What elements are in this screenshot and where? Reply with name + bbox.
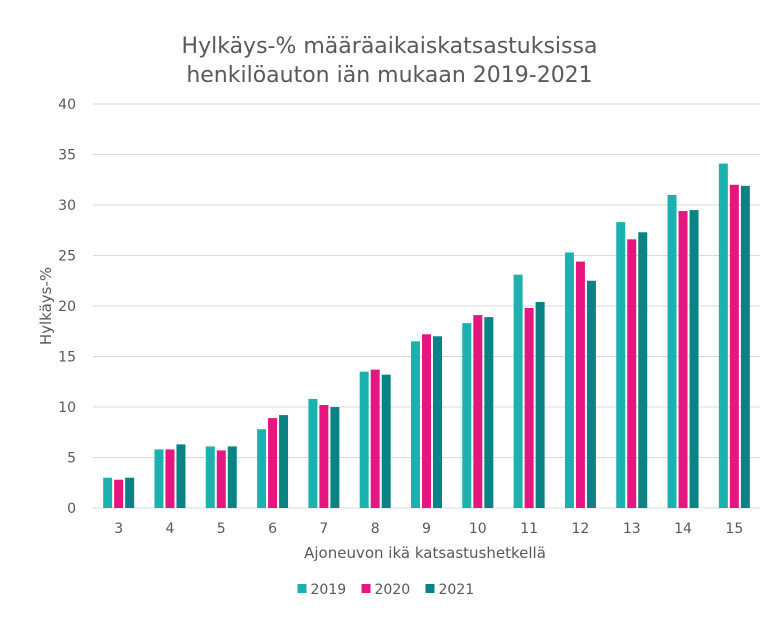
bar-2020-5	[216, 450, 226, 508]
x-axis-label: Ajoneuvon ikä katsastushetkellä	[304, 544, 546, 562]
legend-label-2021: 2021	[439, 582, 475, 598]
bar-2021-11	[535, 301, 545, 508]
x-tick-label: 13	[623, 521, 641, 537]
y-tick-label: 10	[58, 400, 76, 416]
bar-2020-10	[473, 315, 483, 508]
chart-title-line-2: henkilöauton iän mukaan 2019-2021	[186, 63, 592, 88]
y-tick-label: 35	[58, 148, 76, 164]
legend: 2019 2020 2021	[297, 582, 475, 598]
x-tick-label: 8	[371, 521, 380, 537]
bar-2019-14	[667, 194, 677, 508]
y-axis-ticks: 0 5 10 15 20 25 30 35 40	[58, 97, 76, 517]
x-tick-label: 7	[319, 521, 328, 537]
x-tick-label: 14	[674, 521, 692, 537]
bar-2021-4	[176, 444, 186, 508]
x-tick-label: 10	[469, 521, 487, 537]
bar-2021-3	[125, 477, 135, 508]
legend-label-2019: 2019	[311, 582, 347, 598]
x-tick-label: 3	[114, 521, 123, 537]
bar-2020-14	[678, 211, 688, 508]
bar-2019-5	[205, 446, 215, 508]
bar-2020-9	[422, 334, 431, 508]
bar-2020-8	[370, 369, 380, 508]
bar-2021-8	[381, 374, 391, 508]
bars	[103, 163, 750, 509]
bar-2019-7	[308, 398, 318, 508]
bar-2021-12	[586, 280, 596, 508]
x-tick-label: 6	[268, 521, 277, 537]
legend-swatch-2020	[361, 584, 371, 593]
bar-2021-9	[433, 336, 442, 508]
x-tick-label: 5	[217, 521, 226, 537]
legend-swatch-2021	[425, 584, 435, 593]
y-tick-label: 5	[67, 451, 76, 467]
y-tick-label: 0	[67, 501, 76, 517]
legend-label-2020: 2020	[375, 582, 411, 598]
bar-2019-12	[564, 252, 574, 508]
bar-2021-14	[689, 210, 699, 509]
bar-2019-3	[103, 477, 113, 508]
x-tick-label: 4	[166, 521, 175, 537]
bar-2019-15	[718, 163, 728, 508]
bar-2019-11	[513, 274, 523, 508]
bar-2021-13	[638, 232, 648, 508]
y-tick-label: 30	[58, 198, 76, 214]
bar-2021-5	[227, 446, 237, 508]
bar-2020-12	[575, 261, 585, 508]
x-tick-label: 12	[572, 521, 590, 537]
bar-2019-13	[616, 222, 626, 509]
y-tick-label: 25	[58, 249, 76, 265]
bar-2020-4	[165, 449, 175, 508]
y-tick-label: 40	[58, 97, 76, 113]
bar-2021-6	[279, 415, 289, 508]
y-tick-label: 15	[58, 350, 76, 366]
legend-swatch-2019	[297, 584, 307, 593]
bar-2020-3	[114, 479, 124, 508]
bar-2020-11	[524, 308, 534, 508]
x-tick-label: 9	[422, 521, 431, 537]
bar-2021-10	[484, 317, 494, 508]
x-tick-label: 11	[520, 521, 538, 537]
bar-2021-7	[330, 407, 340, 508]
bar-2020-13	[627, 239, 637, 508]
y-tick-label: 20	[58, 299, 76, 315]
bar-2021-15	[740, 185, 750, 508]
bar-2020-7	[319, 404, 329, 508]
chart-title-line-1: Hylkäys-% määräaikaiskatsastuksissa	[182, 34, 598, 59]
bar-2019-4	[154, 449, 164, 508]
x-tick-label: 15	[725, 521, 743, 537]
bar-2019-10	[462, 323, 472, 508]
x-axis-ticks: 3 4 5 6 7 8 9 10 11 12 13 14 15	[114, 521, 743, 537]
bar-2019-6	[257, 429, 267, 508]
bar-2019-8	[359, 371, 369, 508]
bar-2020-6	[268, 418, 278, 508]
gridlines	[93, 103, 760, 509]
y-axis-label: Hylkäys-%	[37, 267, 55, 345]
bar-2020-15	[729, 184, 739, 509]
bar-2019-9	[411, 341, 420, 508]
